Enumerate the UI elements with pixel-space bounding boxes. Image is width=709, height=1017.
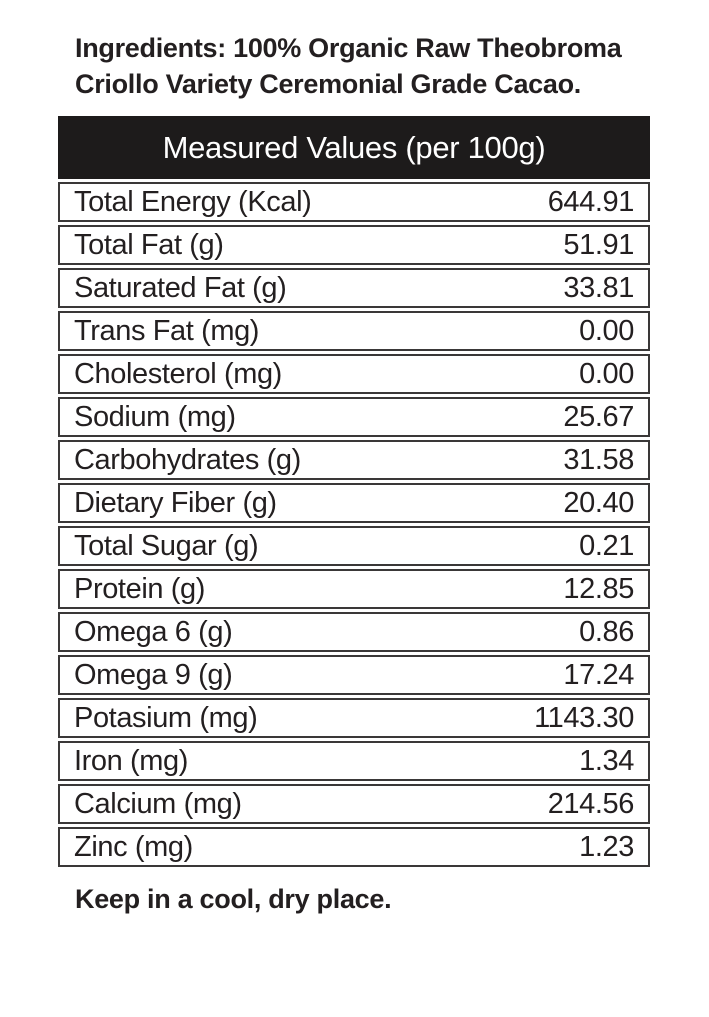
nutrient-label: Trans Fat (mg) <box>74 314 260 347</box>
nutrient-value: 1.23 <box>579 830 634 863</box>
nutrient-value: 1.34 <box>579 744 634 777</box>
table-row-potassium: Potasium (mg) 1143.30 <box>58 698 650 738</box>
table-row-omega-6: Omega 6 (g) 0.86 <box>58 612 650 652</box>
nutrient-value: 0.00 <box>579 357 634 390</box>
nutrient-label: Protein (g) <box>74 572 205 605</box>
nutrient-value: 25.67 <box>563 400 634 433</box>
nutrient-label: Total Energy (Kcal) <box>74 185 312 218</box>
nutrient-label: Omega 9 (g) <box>74 658 233 691</box>
table-row-dietary-fiber: Dietary Fiber (g) 20.40 <box>58 483 650 523</box>
nutrient-label: Omega 6 (g) <box>74 615 233 648</box>
table-row-total-fat: Total Fat (g) 51.91 <box>58 225 650 265</box>
table-row-zinc: Zinc (mg) 1.23 <box>58 827 650 867</box>
table-row-total-energy: Total Energy (Kcal) 644.91 <box>58 182 650 222</box>
nutrient-value: 17.24 <box>563 658 634 691</box>
nutrient-label: Calcium (mg) <box>74 787 242 820</box>
nutrient-value: 214.56 <box>547 787 635 820</box>
table-row-carbohydrates: Carbohydrates (g) 31.58 <box>58 440 650 480</box>
nutrient-label: Cholesterol (mg) <box>74 357 282 390</box>
nutrition-table: Measured Values (per 100g) Total Energy … <box>58 116 650 867</box>
nutrient-value: 31.58 <box>563 443 634 476</box>
nutrient-value: 644.91 <box>547 185 635 218</box>
nutrient-value: 0.00 <box>579 314 634 347</box>
nutrient-label: Saturated Fat (g) <box>74 271 287 304</box>
nutrient-value: 20.40 <box>563 486 634 519</box>
nutrient-label: Carbohydrates (g) <box>74 443 301 476</box>
nutrient-value: 0.21 <box>579 529 634 562</box>
ingredients-text: 100% Organic Raw Theobroma Criollo Varie… <box>75 33 622 99</box>
table-row-saturated-fat: Saturated Fat (g) 33.81 <box>58 268 650 308</box>
nutrient-value: 51.91 <box>563 228 634 261</box>
ingredients-statement: Ingredients: 100% Organic Raw Theobroma … <box>75 30 627 102</box>
nutrient-label: Sodium (mg) <box>74 400 236 433</box>
table-row-calcium: Calcium (mg) 214.56 <box>58 784 650 824</box>
table-row-trans-fat: Trans Fat (mg) 0.00 <box>58 311 650 351</box>
nutrient-value: 33.81 <box>563 271 634 304</box>
nutrient-value: 1143.30 <box>534 701 634 734</box>
nutrient-value: 12.85 <box>563 572 634 605</box>
label-page: Ingredients: 100% Organic Raw Theobroma … <box>58 30 650 915</box>
nutrient-label: Zinc (mg) <box>74 830 193 863</box>
table-row-iron: Iron (mg) 1.34 <box>58 741 650 781</box>
table-row-omega-9: Omega 9 (g) 17.24 <box>58 655 650 695</box>
table-title: Measured Values (per 100g) <box>162 129 546 165</box>
ingredients-label: Ingredients: <box>75 33 226 63</box>
nutrient-value: 0.86 <box>579 615 634 648</box>
table-header: Measured Values (per 100g) <box>58 116 650 179</box>
nutrient-label: Total Fat (g) <box>74 228 224 261</box>
table-row-total-sugar: Total Sugar (g) 0.21 <box>58 526 650 566</box>
nutrient-label: Dietary Fiber (g) <box>74 486 277 519</box>
nutrient-label: Iron (mg) <box>74 744 189 777</box>
table-row-protein: Protein (g) 12.85 <box>58 569 650 609</box>
table-row-sodium: Sodium (mg) 25.67 <box>58 397 650 437</box>
table-rows: Total Energy (Kcal) 644.91 Total Fat (g)… <box>58 182 650 867</box>
table-row-cholesterol: Cholesterol (mg) 0.00 <box>58 354 650 394</box>
storage-note: Keep in a cool, dry place. <box>75 884 392 914</box>
nutrient-label: Total Sugar (g) <box>74 529 259 562</box>
nutrient-label: Potasium (mg) <box>74 701 258 734</box>
